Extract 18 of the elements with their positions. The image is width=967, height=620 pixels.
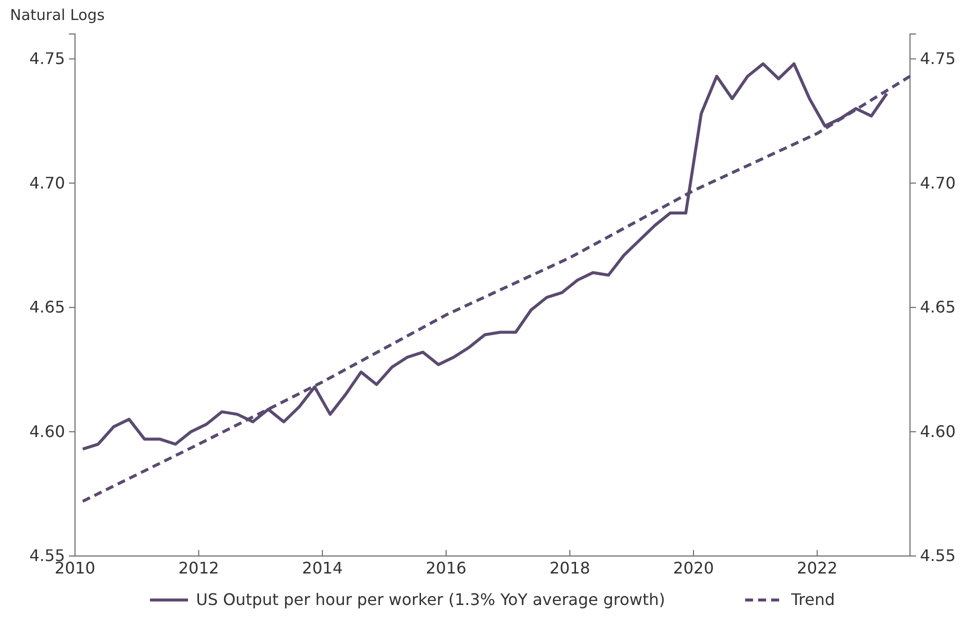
y-tick-label: 4.60 — [29, 422, 65, 441]
y-axis-title: Natural Logs — [10, 6, 105, 24]
x-tick-label: 2016 — [426, 558, 466, 578]
x-tick-label: 2018 — [549, 558, 590, 578]
y-tick-label: 4.65 — [29, 298, 65, 317]
y2-tick-label: 4.70 — [920, 173, 956, 192]
x-tick-label: 2020 — [673, 558, 714, 578]
x-tick-label: 2022 — [796, 558, 838, 578]
legend-label: Trend — [790, 590, 835, 609]
y2-tick-label: 4.55 — [920, 546, 956, 566]
legend-label: US Output per hour per worker (1.3% YoY average growth) — [196, 590, 666, 609]
x-tick-label: 2014 — [302, 558, 343, 578]
y2-tick-label: 4.75 — [920, 48, 956, 68]
y-tick-label: 4.75 — [29, 48, 65, 68]
y2-tick-label: 4.65 — [920, 298, 956, 317]
x-tick-label: 2012 — [178, 558, 220, 578]
y-tick-label: 4.70 — [29, 173, 65, 192]
y2-tick-label: 4.60 — [920, 422, 956, 441]
